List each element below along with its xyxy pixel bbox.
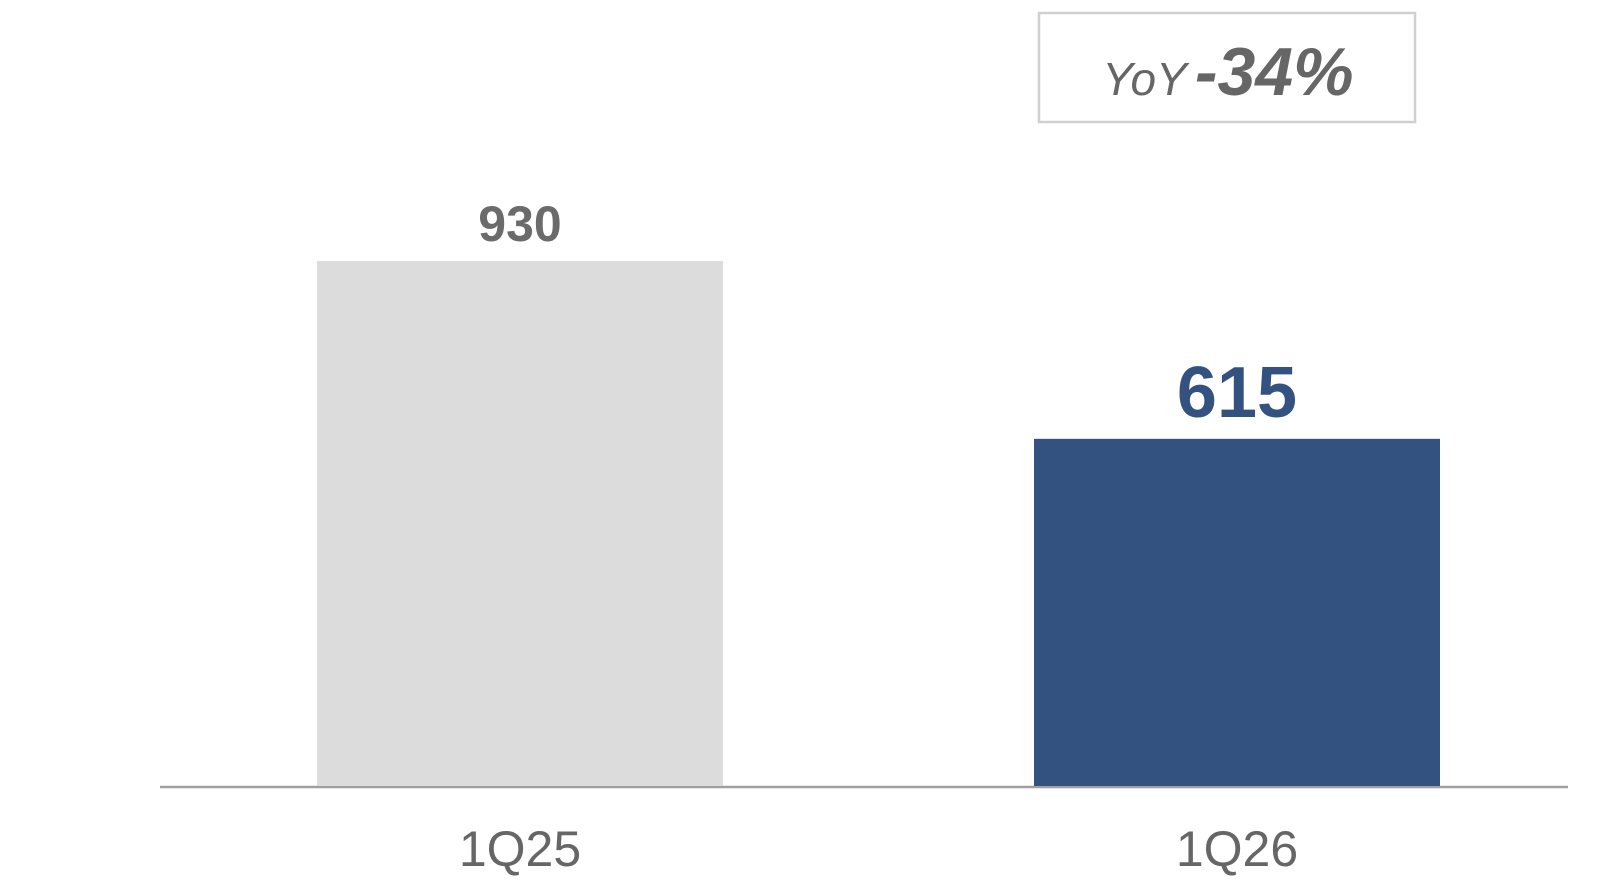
value-label: 615: [1177, 353, 1297, 433]
annotation-box: [1037, 11, 1417, 124]
x-tick-label: 1Q25: [459, 821, 581, 877]
annotation-change: -34%: [1195, 34, 1354, 110]
value-label: 930: [478, 196, 561, 252]
annotation: YoY -34%: [1102, 34, 1353, 110]
x-tick-label: 1Q26: [1176, 821, 1298, 877]
annotation-prefix: YoY: [1102, 53, 1190, 105]
bar: [317, 261, 723, 786]
bar: [1034, 438, 1440, 786]
